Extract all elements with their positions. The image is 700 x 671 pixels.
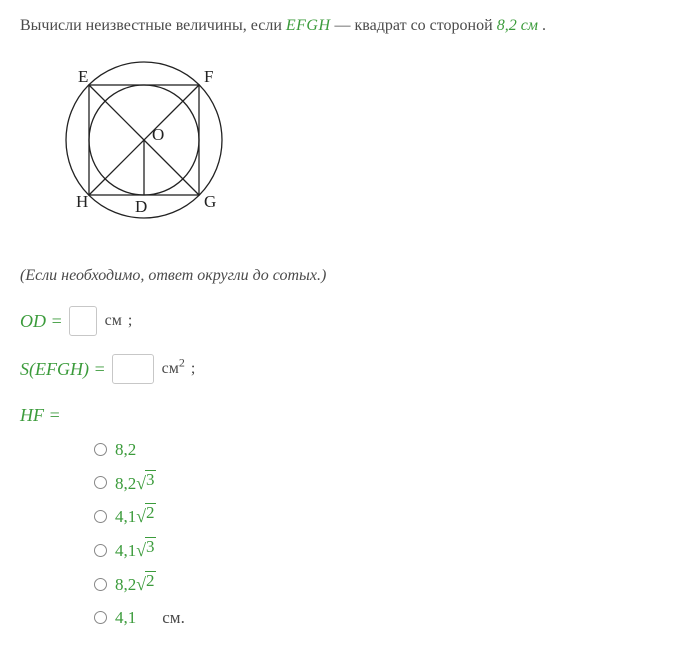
problem-prefix: Вычисли неизвестные величины, если <box>20 17 286 34</box>
problem-suffix: . <box>542 17 546 34</box>
option-1[interactable]: 8,2 <box>94 437 680 463</box>
option-3-value: 4,1 <box>115 507 136 526</box>
radio-icon <box>94 510 107 523</box>
answer-hf: HF = <box>20 402 680 429</box>
side-unit: см <box>521 17 538 34</box>
tail-dot: . <box>181 608 185 627</box>
option-3-sqrt: 2 <box>145 503 156 521</box>
problem-middle: — квадрат со стороной <box>335 17 497 34</box>
option-2-label: 8,2√3 <box>115 470 156 497</box>
option-5-label: 8,2√2 <box>115 571 156 598</box>
label-D: D <box>135 197 147 216</box>
tail-unit: см. <box>162 605 185 631</box>
od-input[interactable] <box>69 306 97 336</box>
option-4-value: 4,1 <box>115 541 136 560</box>
hint-close: ) <box>321 267 326 284</box>
label-H: H <box>76 192 88 211</box>
radio-icon <box>94 443 107 456</box>
label-G: G <box>204 192 216 211</box>
label-O: O <box>152 125 164 144</box>
option-5-value: 8,2 <box>115 575 136 594</box>
tail-unit-text: см <box>162 608 180 627</box>
problem-statement: Вычисли неизвестные величины, если EFGH … <box>20 14 680 38</box>
label-E: E <box>78 67 88 86</box>
option-2-sqrt: 3 <box>145 470 156 488</box>
radio-icon <box>94 578 107 591</box>
area-unit-sup: 2 <box>179 356 185 370</box>
option-1-label: 8,2 <box>115 437 136 463</box>
rounding-hint: (Если необходимо, ответ округли до сотых… <box>20 264 680 288</box>
radio-icon <box>94 544 107 557</box>
option-4[interactable]: 4,1√3 <box>94 537 680 564</box>
geometry-figure: E F G H O D <box>34 50 680 238</box>
label-F: F <box>204 67 213 86</box>
area-input[interactable] <box>112 354 154 384</box>
option-6-value: 4,1 <box>115 608 136 627</box>
side-value: 8,2 <box>497 17 517 34</box>
option-2[interactable]: 8,2√3 <box>94 470 680 497</box>
answer-area: S(EFGH) = см2 ; <box>20 354 680 384</box>
od-semi: ; <box>128 309 132 333</box>
option-3-label: 4,1√2 <box>115 503 156 530</box>
answer-od: OD = см; <box>20 306 680 336</box>
option-6[interactable]: 4,1 см. <box>94 605 680 631</box>
area-semi: ; <box>191 357 195 381</box>
hint-text: Если необходимо, ответ округли до сотых. <box>25 267 321 284</box>
option-4-sqrt: 3 <box>145 537 156 555</box>
hf-label: HF = <box>20 402 61 429</box>
hf-options: 8,2 8,2√3 4,1√2 4,1√3 8,2√2 4,1 см. <box>94 437 680 630</box>
option-2-value: 8,2 <box>115 474 136 493</box>
option-6-label: 4,1 <box>115 605 136 631</box>
square-name: EFGH <box>286 17 331 34</box>
od-label: OD = <box>20 308 63 335</box>
radio-icon <box>94 476 107 489</box>
radio-icon <box>94 611 107 624</box>
option-5-sqrt: 2 <box>145 571 156 589</box>
area-unit-pre: см <box>162 360 179 377</box>
option-4-label: 4,1√3 <box>115 537 156 564</box>
area-unit: см2 <box>162 357 185 381</box>
option-5[interactable]: 8,2√2 <box>94 571 680 598</box>
option-3[interactable]: 4,1√2 <box>94 503 680 530</box>
area-label: S(EFGH) = <box>20 356 106 383</box>
figure-svg: E F G H O D <box>34 50 244 230</box>
od-unit: см <box>105 309 122 333</box>
option-1-value: 8,2 <box>115 440 136 459</box>
